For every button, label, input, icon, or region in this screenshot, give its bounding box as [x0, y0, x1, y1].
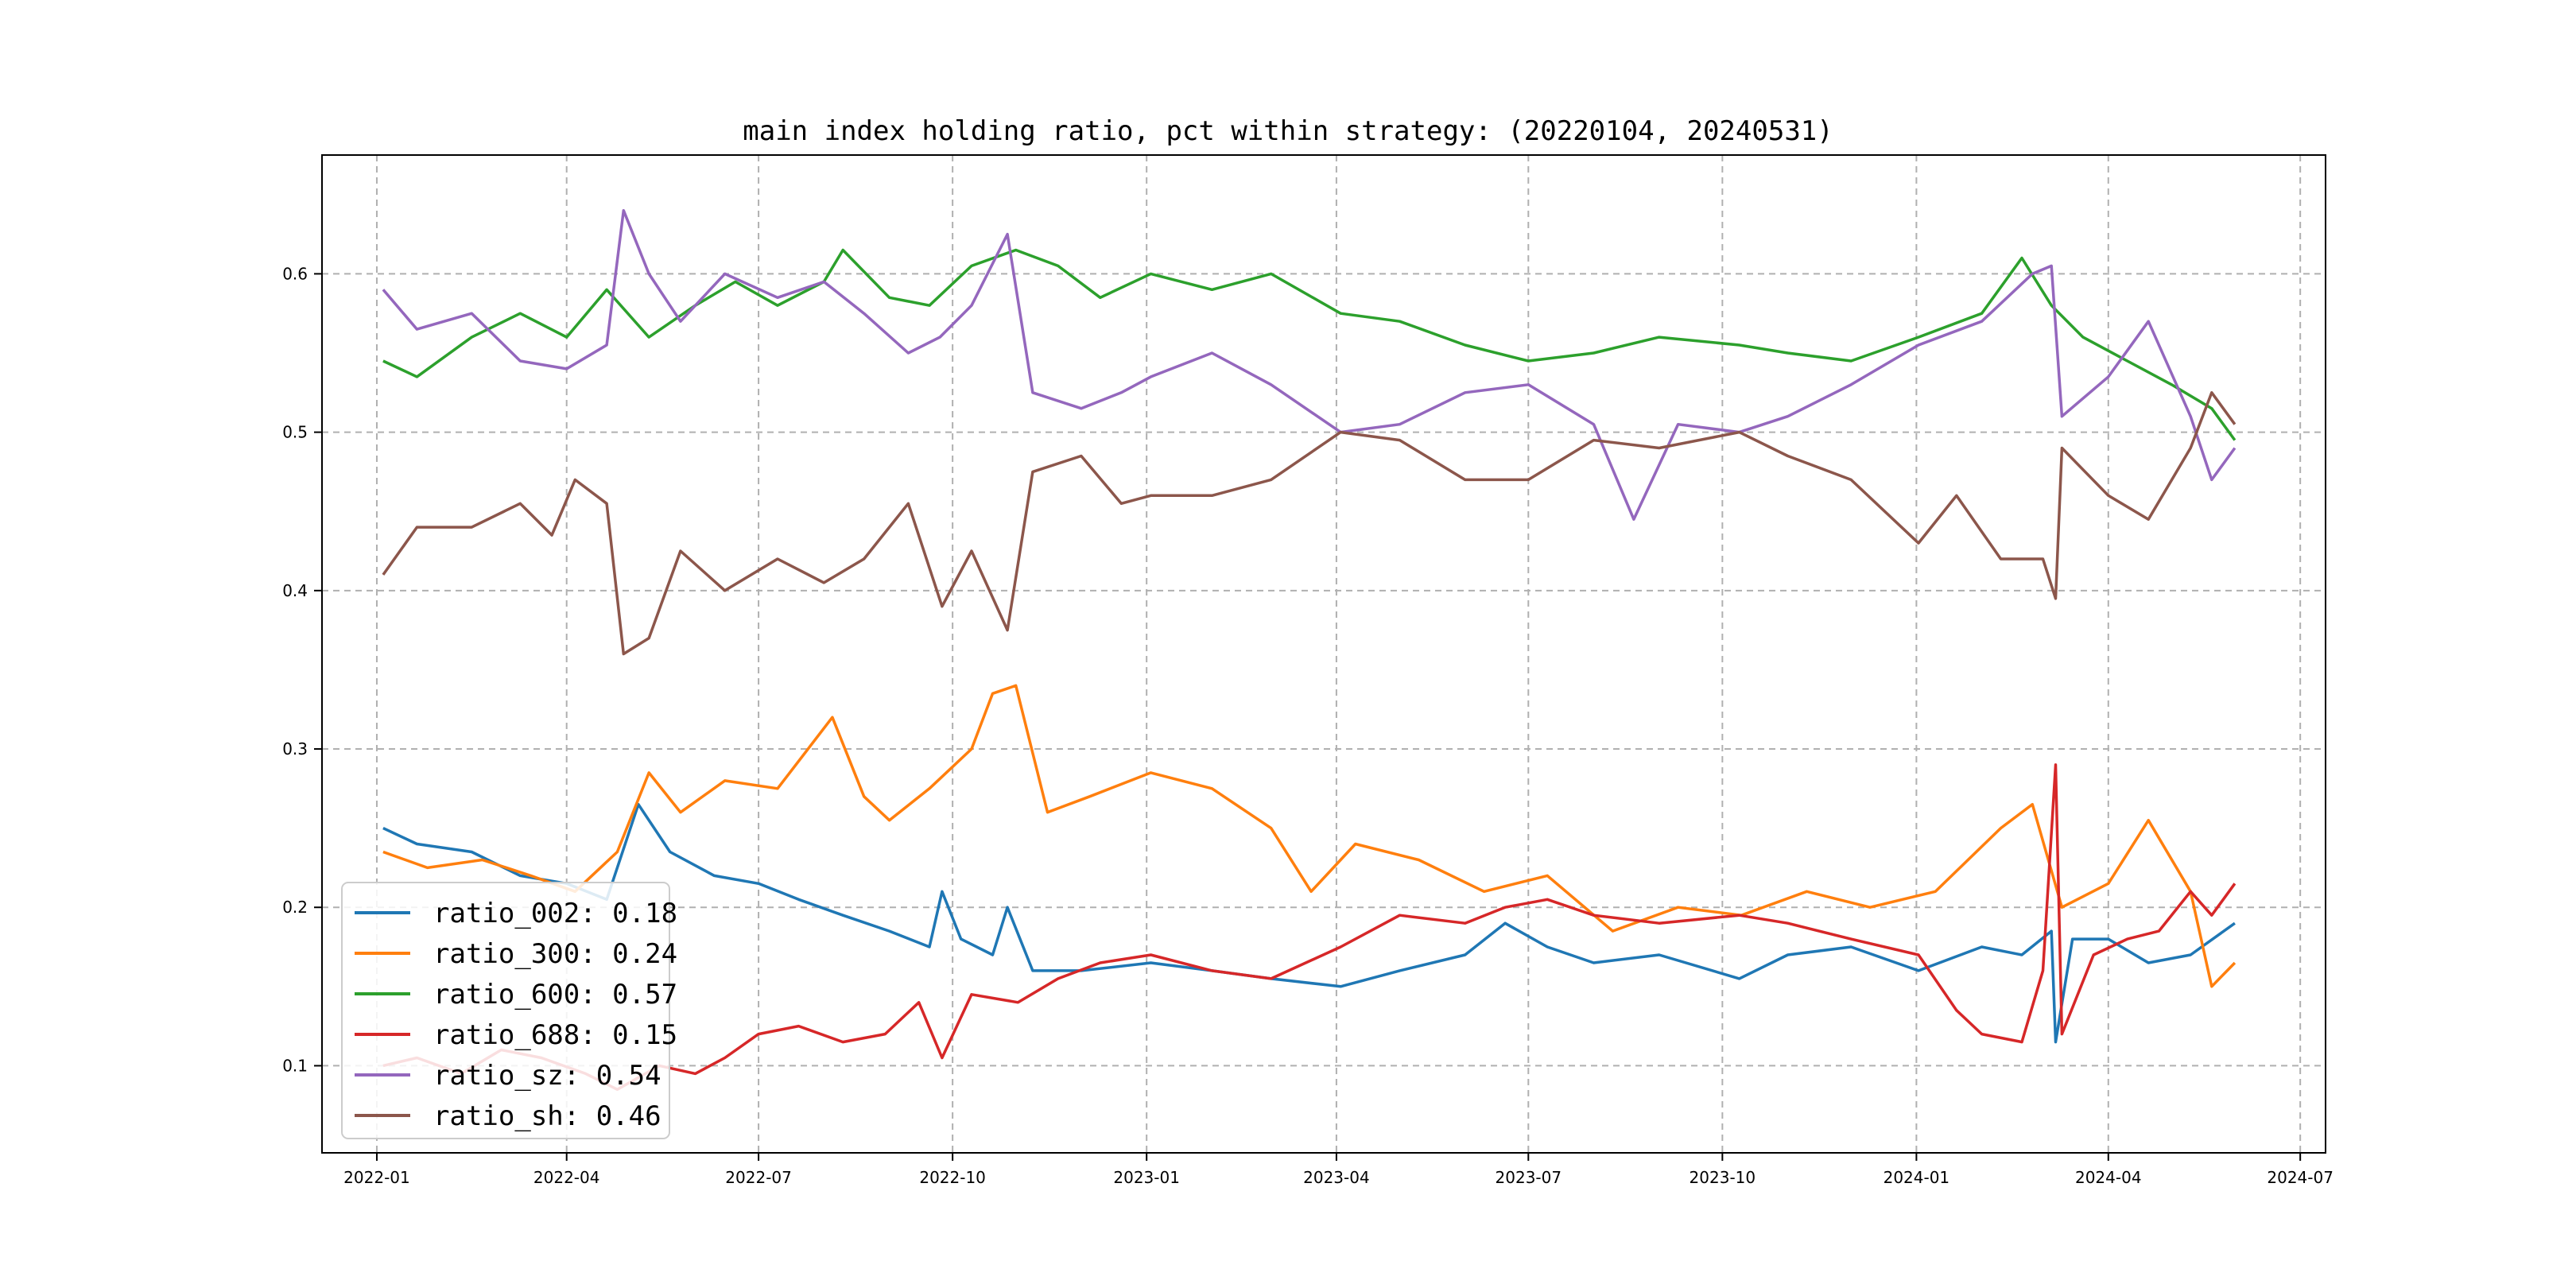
x-tick-label: 2023-01: [1113, 1168, 1180, 1187]
legend-label: ratio_sz: 0.54: [433, 1060, 661, 1092]
y-tick-label: 0.3: [282, 739, 308, 758]
legend-item: ratio_688: 0.15: [355, 1019, 677, 1051]
y-tick-label: 0.2: [282, 898, 308, 917]
series-line-ratio-688: [382, 763, 2237, 1092]
y-tick-label: 0.4: [282, 581, 308, 600]
series-line-ratio-600: [382, 248, 2237, 441]
legend-item: ratio_sh: 0.46: [355, 1100, 661, 1132]
chart-title: main index holding ratio, pct within str…: [743, 115, 1833, 147]
x-tick-label: 2022-01: [343, 1168, 410, 1187]
x-tick-label: 2023-10: [1690, 1168, 1756, 1187]
legend-label: ratio_300: 0.24: [433, 938, 677, 970]
x-tick-label: 2022-10: [919, 1168, 986, 1187]
legend-label: ratio_600: 0.57: [433, 979, 677, 1011]
series-line-ratio-sz: [382, 208, 2237, 521]
x-tick-label: 2022-04: [533, 1168, 600, 1187]
legend: ratio_002: 0.18 ratio_300: 0.24 ratio_600:…: [341, 882, 677, 1139]
series-line-ratio-sh: [382, 391, 2237, 656]
legend-label: ratio_sh: 0.46: [433, 1100, 661, 1132]
legend-label: ratio_688: 0.15: [433, 1019, 677, 1051]
x-tick-label: 2024-01: [1884, 1168, 1950, 1187]
axes-frame: [321, 154, 2326, 1154]
x-tick-label: 2022-07: [725, 1168, 792, 1187]
legend-item: ratio_002: 0.18: [355, 898, 677, 929]
legend-item: ratio_300: 0.24: [355, 938, 677, 970]
legend-box: [341, 882, 670, 1139]
x-tick-label: 2023-04: [1303, 1168, 1370, 1187]
legend-label: ratio_002: 0.18: [433, 898, 677, 929]
legend-item: ratio_600: 0.57: [355, 979, 677, 1011]
legend-item: ratio_sz: 0.54: [355, 1060, 661, 1092]
y-tick-label: 0.6: [282, 264, 308, 283]
series-line-ratio-300: [382, 684, 2237, 988]
series-lines: [382, 208, 2237, 1092]
axis-ticks: 2022-01 2022-04 2022-07 2022-10 2023-01 2023-…: [282, 264, 2334, 1187]
x-tick-label: 2024-04: [2075, 1168, 2142, 1187]
y-tick-label: 0.5: [282, 423, 308, 442]
x-tick-label: 2023-07: [1496, 1168, 1562, 1187]
y-tick-label: 0.1: [282, 1056, 308, 1075]
x-tick-label: 2024-07: [2267, 1168, 2334, 1187]
